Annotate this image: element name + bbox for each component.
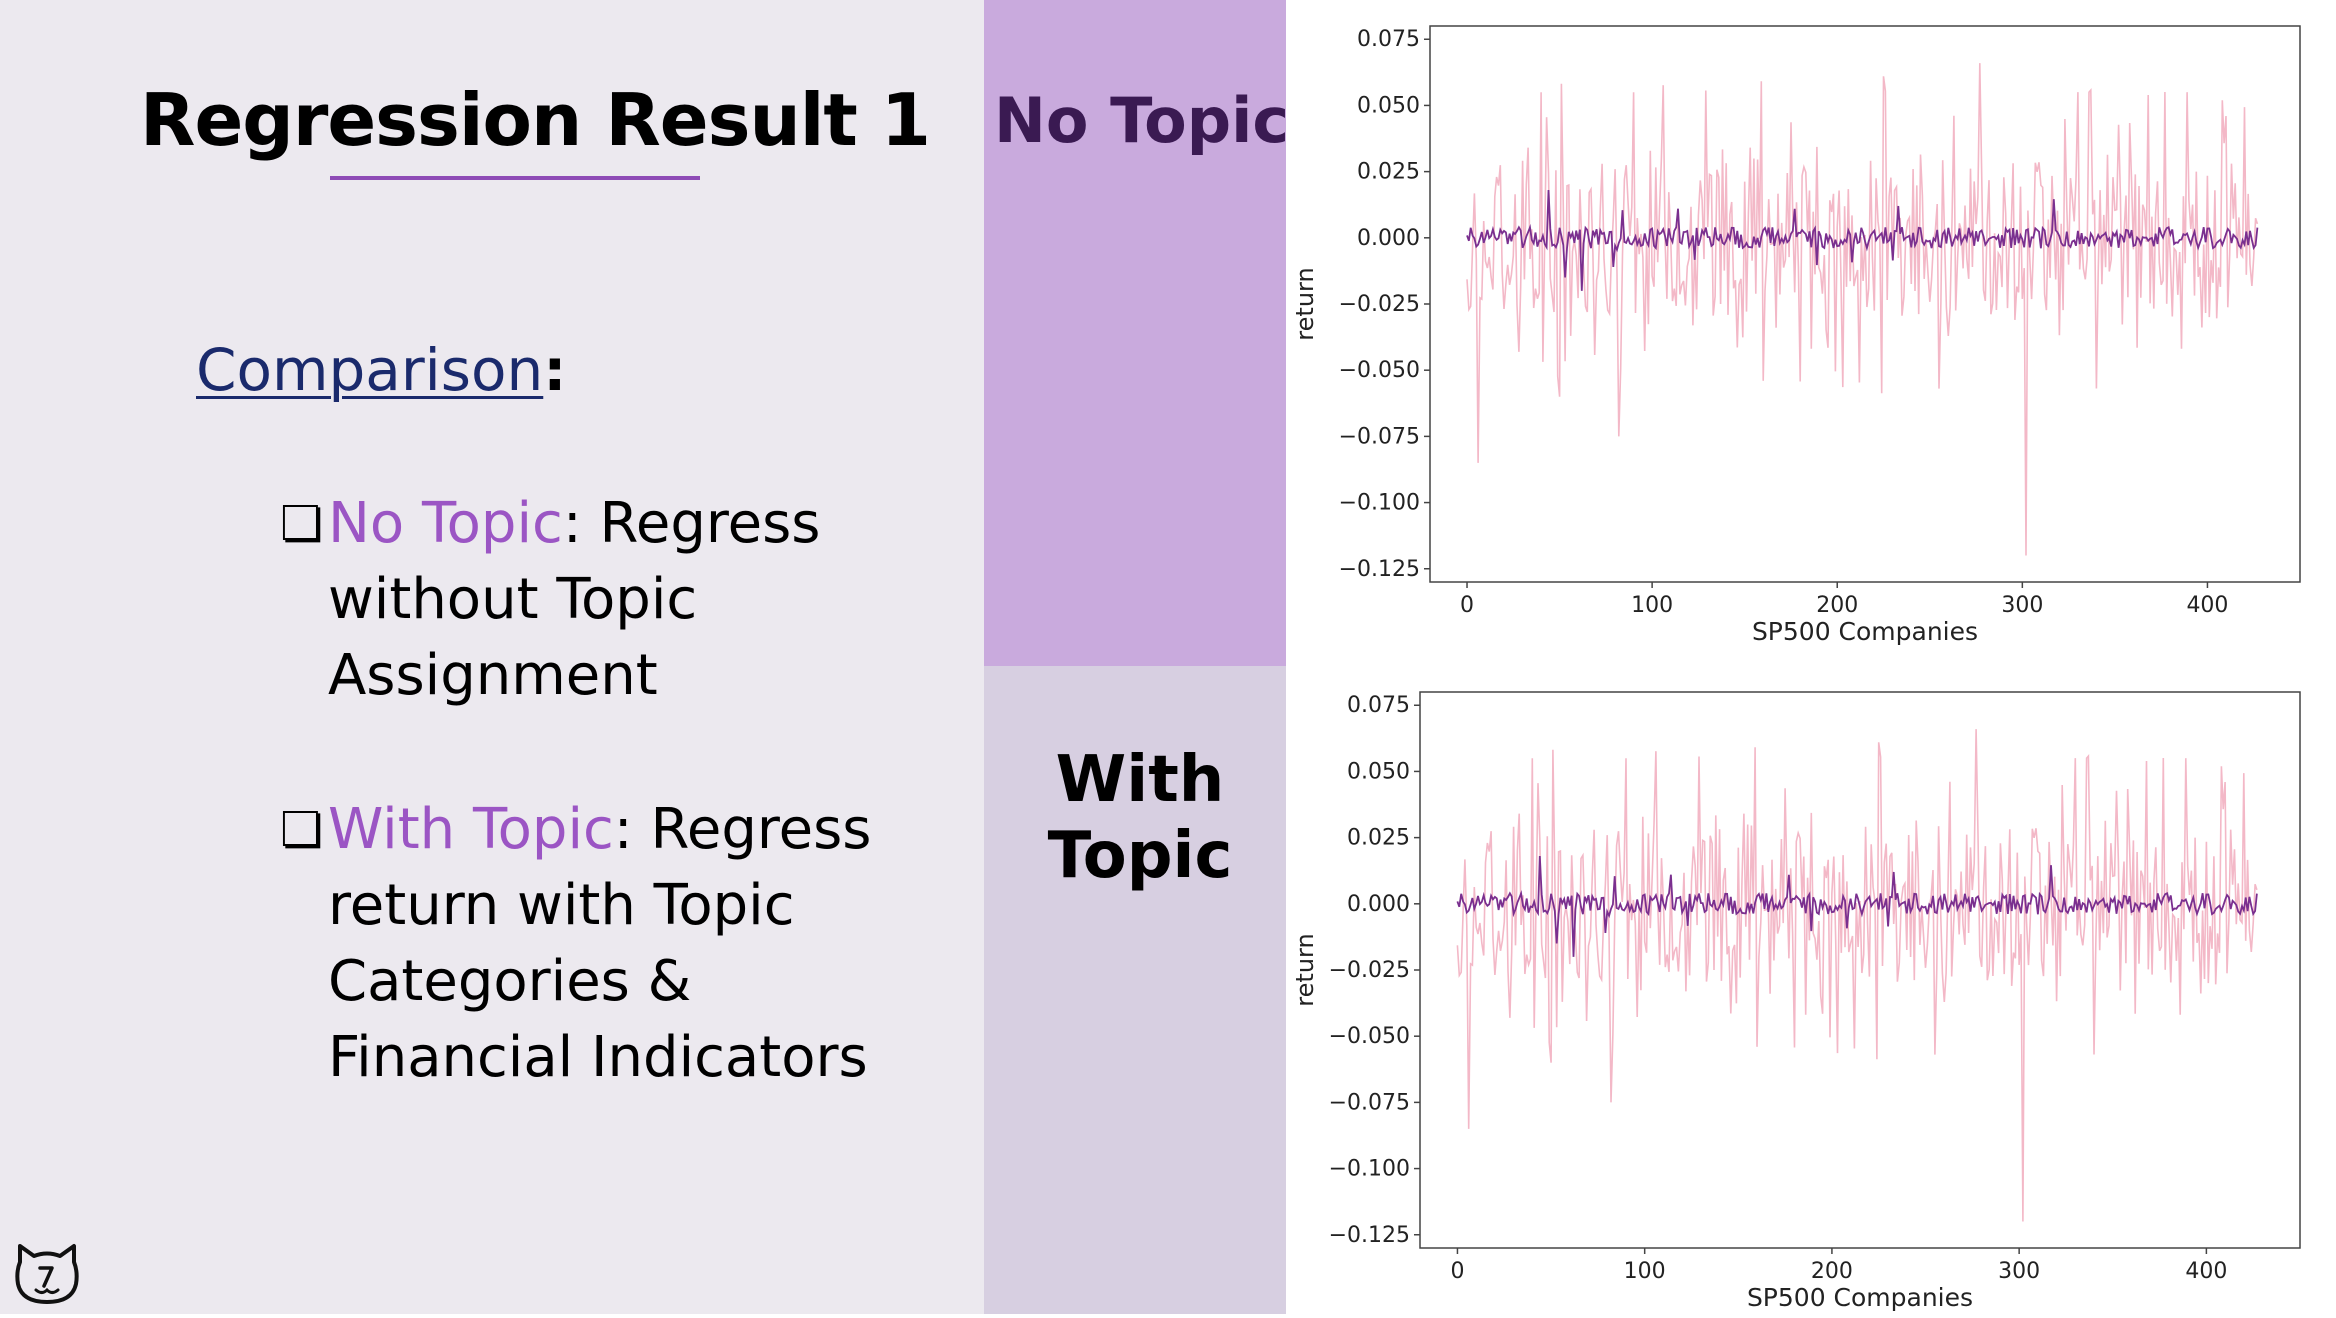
x-tick-label: 0 <box>1450 1259 1464 1284</box>
with-topic-band <box>984 666 1286 1314</box>
slide-title: Regression Result 1 <box>140 78 931 162</box>
y-axis-label: return <box>1291 267 1319 340</box>
x-tick-label: 400 <box>2186 593 2228 618</box>
series-purple-line <box>1466 189 2259 291</box>
checkbox-bullet-icon: ❏ <box>280 496 324 552</box>
x-tick-label: 200 <box>1816 593 1858 618</box>
series-pink-line <box>1456 729 2258 1222</box>
x-tick-label: 300 <box>2001 593 2043 618</box>
with-topic-label-line1: With <box>1055 743 1225 817</box>
checkbox-bullet-icon: ❏ <box>280 802 324 858</box>
chart-with-topic-svg: 0.075 0.050 0.025 0.000 −0.025 −0.050 −0.075 −0… <box>1291 691 2301 1312</box>
plot-area <box>1429 25 2301 583</box>
y-tick-label: 0.050 <box>1357 93 1420 118</box>
y-tick-label: 0.000 <box>1357 226 1420 251</box>
title-underline <box>330 176 700 180</box>
x-tick-label: 100 <box>1624 1259 1666 1284</box>
x-tick-label: 200 <box>1811 1259 1853 1284</box>
y-tick-label: −0.075 <box>1339 424 1420 449</box>
y-tick-label: −0.100 <box>1339 491 1420 516</box>
y-tick-label: 0.025 <box>1347 826 1410 851</box>
y-tick-label: −0.125 <box>1339 557 1420 582</box>
x-tick-label: 300 <box>1998 1259 2040 1284</box>
y-tick-label: 0.075 <box>1347 693 1410 718</box>
comparison-colon: : <box>543 336 567 404</box>
no-topic-label: No Topic <box>994 84 1290 157</box>
bullet-text: No Topic: Regress without Topic Assignme… <box>328 486 880 714</box>
left-panel: Regression Result 1 Comparison: ❏ No Top… <box>0 0 984 1314</box>
bullet-highlight: No Topic <box>328 491 563 556</box>
y-tick-label: 0.075 <box>1357 27 1420 52</box>
series-pink-line <box>1466 63 2259 556</box>
cat-logo-icon <box>15 1244 79 1304</box>
x-axis-label: SP500 Companies <box>1752 617 1978 646</box>
chart-with-topic: 0.075 0.050 0.025 0.000 −0.025 −0.050 −0.075 −0… <box>1286 666 2336 1314</box>
bullet-body: : Regress return with Topic Categories &… <box>328 797 872 1090</box>
x-tick-label: 400 <box>2185 1259 2227 1284</box>
y-axis-label: return <box>1291 933 1319 1006</box>
with-topic-label: With Topic <box>1040 742 1240 894</box>
bullet-body: : Regress without Topic Assignment <box>328 491 821 708</box>
chart-no-topic: 0.075 0.050 0.025 0.000 −0.025 −0.050 −0.075 −0… <box>1286 0 2336 666</box>
y-tick-label: 0.025 <box>1357 160 1420 185</box>
y-tick-label: −0.075 <box>1329 1090 1410 1115</box>
bullet-no-topic: ❏ No Topic: Regress without Topic Assign… <box>280 486 880 714</box>
y-tick-label: −0.125 <box>1329 1223 1410 1248</box>
no-topic-band <box>984 0 1286 666</box>
chart-no-topic-svg: 0.075 0.050 0.025 0.000 −0.025 −0.050 −0.075 −0… <box>1291 25 2301 646</box>
x-tick-label: 100 <box>1631 593 1673 618</box>
bullet-with-topic: ❏ With Topic: Regress return with Topic … <box>280 792 880 1096</box>
series-purple-line <box>1456 855 2258 957</box>
y-tick-label: −0.025 <box>1339 292 1420 317</box>
comparison-link[interactable]: Comparison <box>196 336 544 404</box>
y-tick-label: 0.050 <box>1347 759 1410 784</box>
bullet-highlight: With Topic <box>328 797 614 862</box>
comparison-heading: Comparison: <box>196 336 566 404</box>
y-tick-label: −0.050 <box>1339 358 1420 383</box>
y-tick-label: −0.100 <box>1329 1157 1410 1182</box>
bullet-text: With Topic: Regress return with Topic Ca… <box>328 792 880 1096</box>
y-tick-label: 0.000 <box>1347 892 1410 917</box>
with-topic-label-line2: Topic <box>1047 819 1233 893</box>
y-tick-label: −0.050 <box>1329 1024 1410 1049</box>
x-tick-label: 0 <box>1460 593 1474 618</box>
plot-area <box>1419 691 2301 1249</box>
x-axis-label: SP500 Companies <box>1747 1283 1973 1312</box>
y-tick-label: −0.025 <box>1329 958 1410 983</box>
